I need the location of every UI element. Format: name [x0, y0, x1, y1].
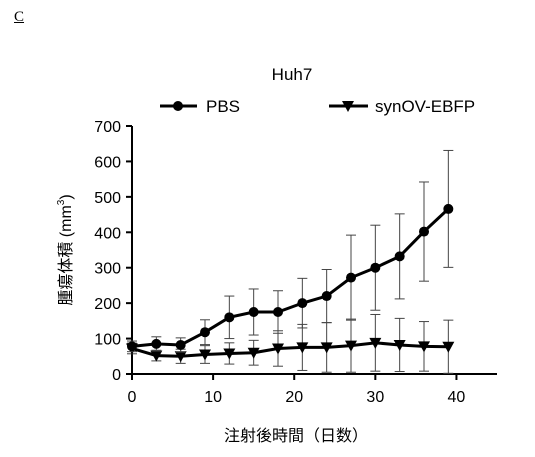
data-point-pbs [273, 307, 283, 317]
data-point-pbs [176, 340, 186, 350]
data-point-pbs [200, 327, 210, 337]
y-tick-label: 200 [94, 296, 121, 313]
data-point-pbs [297, 298, 307, 308]
legend: PBS synOV-EBFP [160, 97, 475, 116]
legend-marker-pbs [173, 101, 183, 111]
data-point-pbs [419, 227, 429, 237]
legend-label-synov: synOV-EBFP [375, 97, 475, 116]
y-tick-label: 100 [94, 332, 121, 349]
x-tick-label: 40 [448, 389, 466, 406]
legend-label-pbs: PBS [206, 97, 240, 116]
x-tick-label: 30 [366, 389, 384, 406]
x-tick-label: 10 [204, 389, 222, 406]
data-point-pbs [322, 291, 332, 301]
y-axis-label: 腫瘍体積 (mm3) [56, 194, 75, 305]
y-axis-label-main: 腫瘍体積 (mm [57, 205, 75, 305]
data-point-pbs [127, 341, 137, 351]
series-line-pbs [132, 209, 448, 346]
series-layer [126, 150, 454, 373]
data-point-pbs [443, 204, 453, 214]
chart-title: Huh7 [272, 65, 313, 84]
data-point-pbs [346, 273, 356, 283]
y-tick-label: 300 [94, 261, 121, 278]
data-point-pbs [224, 312, 234, 322]
data-point-pbs [249, 307, 259, 317]
axes: 0 100 200 300 400 500 600 700 0 10 20 30 40 [94, 119, 497, 406]
data-point-pbs [370, 263, 380, 273]
x-tick-label: 0 [128, 389, 137, 406]
series-pbs [127, 150, 453, 352]
y-tick-label: 400 [94, 225, 121, 242]
y-tick-label: 700 [94, 119, 121, 136]
x-axis-label: 注射後時間（日数） [224, 427, 368, 445]
y-axis-label-close: ) [58, 194, 75, 199]
data-point-pbs [151, 339, 161, 349]
data-point-pbs [395, 251, 405, 261]
y-tick-label: 0 [112, 367, 121, 384]
y-tick-label: 500 [94, 190, 121, 207]
y-tick-label: 600 [94, 154, 121, 171]
x-tick-label: 20 [285, 389, 303, 406]
